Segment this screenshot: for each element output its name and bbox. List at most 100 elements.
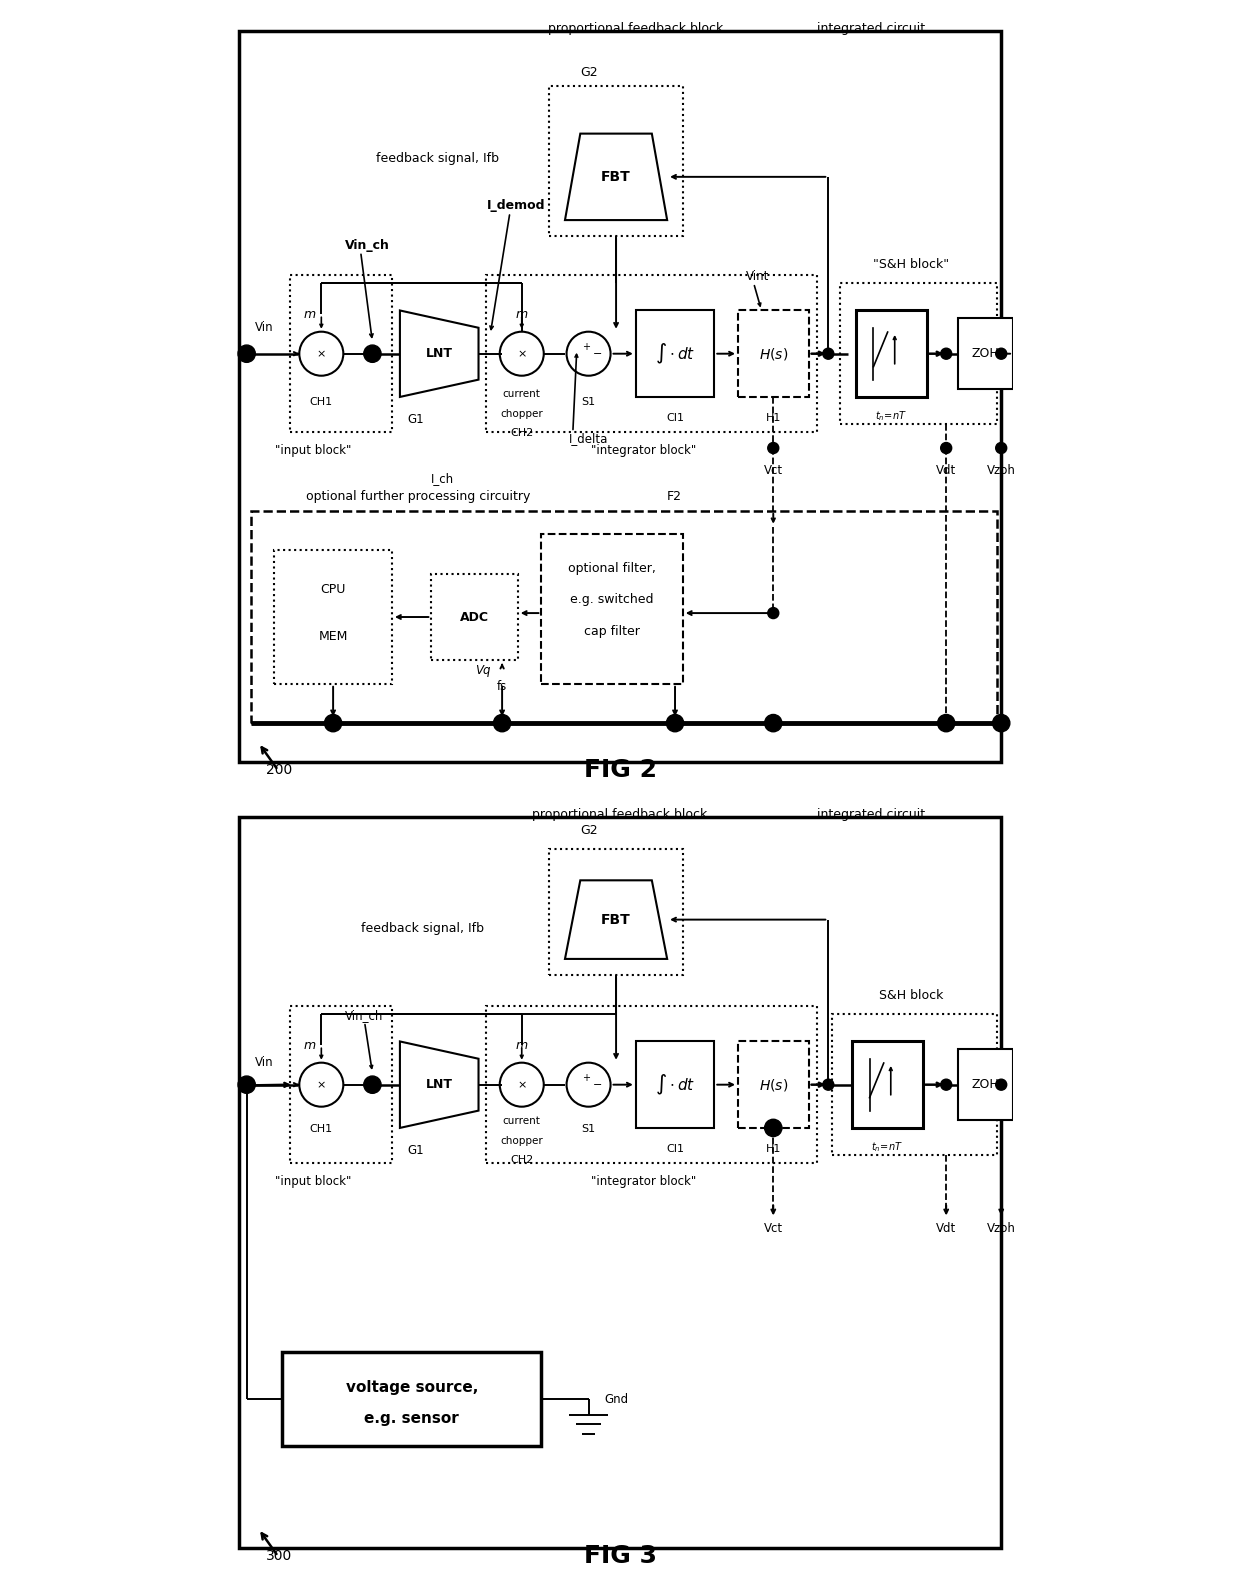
Text: voltage source,: voltage source,	[346, 1380, 477, 1394]
Text: Vdt: Vdt	[936, 464, 956, 476]
Circle shape	[325, 714, 342, 731]
Text: Vzoh: Vzoh	[987, 464, 1016, 476]
Text: CPU: CPU	[320, 583, 346, 596]
Text: CH1: CH1	[310, 396, 332, 407]
Text: −: −	[593, 1080, 601, 1089]
Text: F2: F2	[667, 490, 682, 503]
Circle shape	[768, 607, 779, 618]
Text: G1: G1	[407, 1144, 424, 1157]
Text: Vct: Vct	[764, 1223, 782, 1236]
Polygon shape	[401, 311, 479, 396]
Text: "input block": "input block"	[275, 1176, 352, 1188]
Text: Vin_ch: Vin_ch	[345, 1009, 383, 1022]
Text: Vin: Vin	[254, 1056, 273, 1069]
Text: $\times$: $\times$	[517, 349, 527, 358]
Text: Vzoh: Vzoh	[987, 1223, 1016, 1236]
Text: integrated circuit: integrated circuit	[817, 808, 925, 821]
Text: fs: fs	[497, 679, 507, 693]
Text: Vin_ch: Vin_ch	[345, 239, 389, 252]
Text: proportional feedback block: proportional feedback block	[548, 22, 723, 35]
Text: Vct: Vct	[764, 464, 782, 476]
Text: $H(s)$: $H(s)$	[759, 1077, 787, 1093]
Circle shape	[494, 714, 511, 731]
Text: optional filter,: optional filter,	[568, 561, 656, 575]
Text: Vint: Vint	[745, 270, 769, 283]
Text: ZOH: ZOH	[972, 1078, 999, 1091]
Text: G2: G2	[580, 824, 599, 836]
Circle shape	[937, 714, 955, 731]
Text: FBT: FBT	[601, 170, 631, 184]
Circle shape	[992, 714, 1009, 731]
Text: FIG 3: FIG 3	[584, 1544, 656, 1569]
FancyBboxPatch shape	[239, 817, 1001, 1548]
FancyBboxPatch shape	[636, 1041, 714, 1129]
Circle shape	[765, 1119, 782, 1137]
Text: $\times$: $\times$	[316, 1080, 326, 1089]
Text: optional further processing circuitry: optional further processing circuitry	[305, 490, 529, 503]
Circle shape	[823, 349, 833, 358]
Text: S1: S1	[582, 1124, 595, 1133]
Text: feedback signal, Ifb: feedback signal, Ifb	[361, 923, 484, 935]
Text: current: current	[502, 1116, 541, 1126]
Text: S1: S1	[582, 396, 595, 407]
Text: LNT: LNT	[425, 347, 453, 360]
Text: "integrator block": "integrator block"	[591, 1176, 696, 1188]
Text: FBT: FBT	[601, 913, 631, 926]
Text: m: m	[304, 1039, 316, 1052]
Text: LNT: LNT	[425, 1078, 453, 1091]
Text: feedback signal, Ifb: feedback signal, Ifb	[377, 152, 500, 165]
Text: CI1: CI1	[666, 412, 684, 423]
Circle shape	[765, 714, 782, 731]
FancyBboxPatch shape	[239, 31, 1001, 762]
FancyBboxPatch shape	[856, 311, 926, 396]
Text: FIG 2: FIG 2	[584, 758, 656, 781]
Text: CI1: CI1	[666, 1144, 684, 1154]
Text: "input block": "input block"	[275, 443, 352, 457]
FancyBboxPatch shape	[636, 311, 714, 396]
Text: "integrator block": "integrator block"	[591, 443, 696, 457]
Circle shape	[996, 1078, 1007, 1091]
Circle shape	[238, 346, 255, 362]
Text: ZOH: ZOH	[972, 347, 999, 360]
Text: S&H block: S&H block	[879, 989, 942, 1003]
Text: m: m	[304, 308, 316, 321]
Text: chopper: chopper	[501, 1135, 543, 1146]
Circle shape	[941, 349, 951, 358]
Text: CH1: CH1	[310, 1124, 332, 1133]
FancyBboxPatch shape	[852, 1041, 923, 1129]
Text: H1: H1	[765, 1144, 781, 1154]
Text: m: m	[516, 308, 528, 321]
FancyBboxPatch shape	[959, 318, 1013, 388]
Text: e.g. switched: e.g. switched	[570, 593, 653, 607]
Circle shape	[363, 1075, 381, 1094]
Text: cap filter: cap filter	[584, 624, 640, 638]
Text: $\int \cdot dt$: $\int \cdot dt$	[655, 1072, 696, 1097]
Text: e.g. sensor: e.g. sensor	[365, 1412, 459, 1426]
Text: G2: G2	[580, 66, 599, 79]
Text: $t_n\!=\!nT$: $t_n\!=\!nT$	[875, 409, 908, 423]
Text: chopper: chopper	[501, 409, 543, 418]
Text: MEM: MEM	[319, 630, 347, 643]
Text: I_ch: I_ch	[432, 472, 455, 484]
Text: CH2: CH2	[510, 1155, 533, 1165]
Text: −: −	[593, 349, 601, 358]
Text: $\int \cdot dt$: $\int \cdot dt$	[655, 341, 696, 366]
Text: ADC: ADC	[460, 610, 489, 624]
Text: $H(s)$: $H(s)$	[759, 346, 787, 362]
Text: 300: 300	[267, 1550, 293, 1563]
Circle shape	[996, 349, 1007, 358]
Text: "S&H block": "S&H block"	[873, 258, 949, 270]
Text: integrated circuit: integrated circuit	[817, 22, 925, 35]
Text: I_demod: I_demod	[486, 200, 544, 212]
Circle shape	[666, 714, 683, 731]
Text: I_delta: I_delta	[569, 432, 609, 445]
Polygon shape	[401, 1041, 479, 1129]
Circle shape	[941, 443, 951, 453]
Circle shape	[238, 1075, 255, 1094]
Polygon shape	[565, 134, 667, 220]
Text: Vdt: Vdt	[936, 1223, 956, 1236]
Text: +: +	[583, 1074, 590, 1083]
Circle shape	[941, 1078, 951, 1091]
Polygon shape	[565, 880, 667, 959]
FancyBboxPatch shape	[281, 1352, 542, 1446]
